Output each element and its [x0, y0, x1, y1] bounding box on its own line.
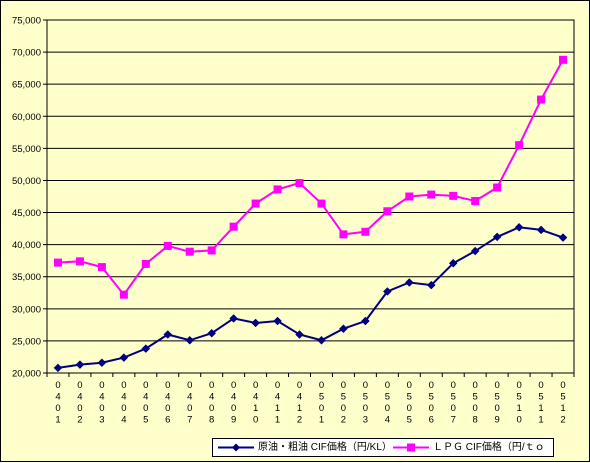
data-point-series-1 — [53, 258, 62, 267]
series-line-0 — [57, 226, 564, 369]
data-point-series-0 — [361, 316, 370, 326]
data-point-series-0 — [163, 330, 173, 339]
data-point-series-0 — [558, 233, 568, 242]
y-tick-label: 35,000 — [12, 272, 41, 283]
data-point-series-0 — [492, 232, 502, 242]
data-point-series-0 — [251, 318, 260, 328]
data-point-series-0 — [75, 360, 85, 370]
data-point-series-1 — [75, 257, 84, 266]
data-point-series-1 — [119, 290, 128, 299]
data-point-series-0 — [470, 246, 480, 256]
y-tick-label: 45,000 — [12, 208, 41, 219]
data-point-series-0 — [207, 328, 217, 338]
data-point-series-0 — [514, 222, 524, 232]
data-point-series-0 — [383, 287, 392, 296]
series-lines — [53, 55, 568, 373]
data-point-series-1 — [559, 55, 568, 64]
data-point-series-1 — [317, 199, 326, 208]
data-point-series-1 — [141, 259, 150, 268]
diamond-marker-icon — [218, 443, 254, 452]
y-tick-label: 30,000 — [12, 304, 41, 315]
legend-label-lpg: ＬＰＧ CIF価格（円/ｔｏ — [433, 442, 545, 453]
data-point-series-1 — [185, 247, 194, 256]
data-point-series-0 — [185, 335, 195, 345]
data-point-series-0 — [141, 344, 151, 353]
y-tick-label: 40,000 — [12, 240, 41, 251]
data-point-series-0 — [119, 353, 129, 362]
data-point-series-1 — [273, 185, 282, 194]
data-point-series-0 — [97, 358, 107, 368]
y-tick-label: 20,000 — [12, 369, 41, 380]
data-point-series-1 — [405, 192, 414, 201]
data-point-series-0 — [536, 225, 546, 235]
data-point-series-1 — [493, 183, 502, 192]
square-marker-icon — [393, 443, 429, 452]
data-point-series-0 — [295, 330, 304, 339]
data-point-series-1 — [383, 207, 392, 216]
plot-area — [46, 19, 575, 374]
data-point-series-1 — [361, 227, 370, 236]
data-point-series-1 — [449, 191, 458, 200]
data-point-series-1 — [251, 199, 260, 208]
legend-label-crude-oil: 原油・粗油 CIF価格（円/KL） — [258, 442, 392, 453]
data-point-series-0 — [53, 363, 63, 373]
data-point-series-0 — [273, 316, 282, 326]
data-point-series-1 — [295, 179, 304, 188]
y-tick-label: 55,000 — [12, 144, 41, 155]
y-tick-label: 50,000 — [12, 176, 41, 187]
data-point-series-1 — [537, 95, 546, 104]
x-axis-tick-labels: 0 4 0 1 0 4 0 2 0 4 0 3 0 4 0 4 0 4 0 5 0 4 0 6 0 4 0 7 0 4 0 8 0 4 0 9 0 4 1 0… — [46, 373, 575, 426]
data-point-series-1 — [207, 246, 216, 255]
data-point-series-0 — [426, 280, 436, 290]
data-point-series-1 — [97, 263, 106, 272]
data-point-series-0 — [339, 324, 348, 334]
data-point-series-0 — [229, 314, 238, 323]
data-point-series-0 — [404, 278, 414, 287]
y-tick-label: 70,000 — [12, 48, 41, 59]
data-point-series-0 — [317, 335, 326, 345]
y-tick-label: 60,000 — [12, 112, 41, 123]
data-point-series-1 — [427, 190, 436, 199]
data-point-series-1 — [339, 230, 348, 239]
data-point-series-1 — [515, 141, 524, 150]
data-point-series-1 — [229, 222, 238, 231]
data-point-series-1 — [471, 196, 480, 205]
y-axis-tick-labels: 20,000 25,000 30,000 35,000 40,000 45,000 50,0… — [12, 16, 47, 380]
y-tick-label: 65,000 — [12, 80, 41, 91]
data-point-series-1 — [163, 241, 172, 250]
legend: 原油・粗油 CIF価格（円/KL） ＬＰＧ CIF価格（円/ｔｏ — [212, 438, 554, 457]
data-point-series-0 — [448, 258, 458, 268]
y-tick-label: 75,000 — [12, 16, 41, 27]
y-tick-label: 25,000 — [12, 336, 41, 347]
gridlines — [47, 51, 574, 342]
